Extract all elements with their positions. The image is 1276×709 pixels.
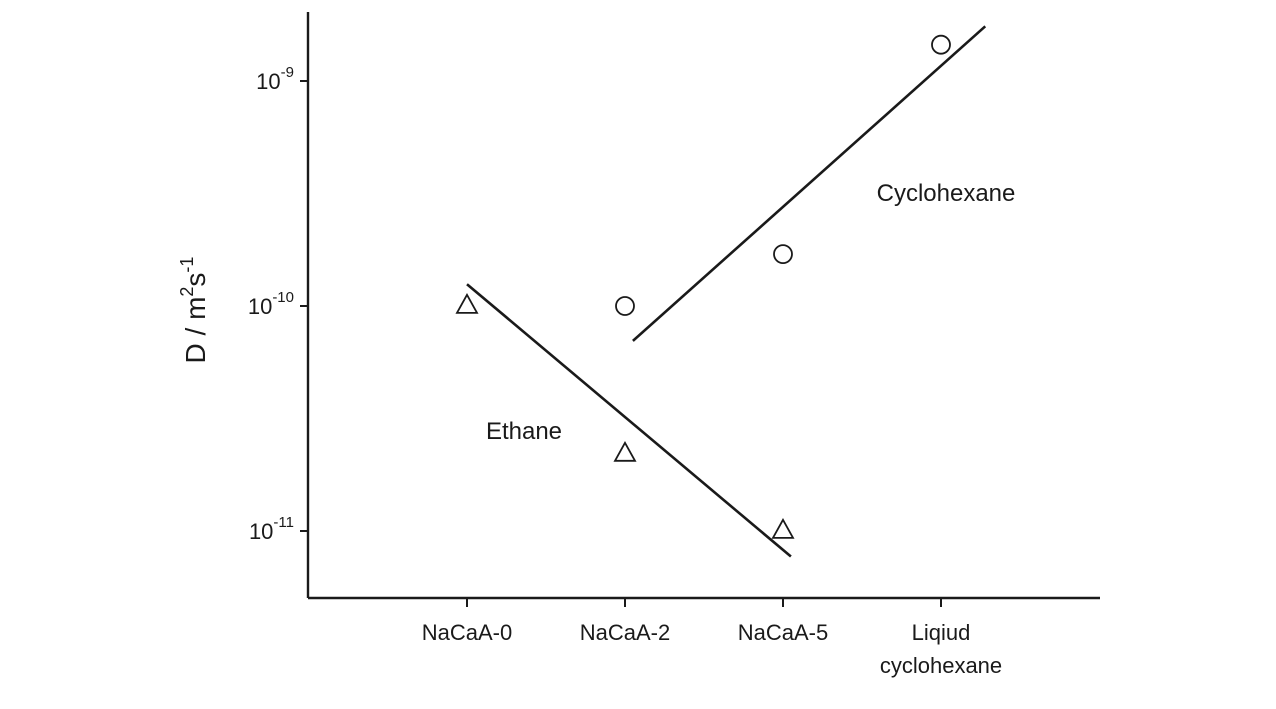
markers — [455, 34, 951, 539]
y-tick-label-2: 10-9 — [256, 64, 294, 94]
x-tick-label-1: NaCaA-2 — [580, 620, 670, 645]
ethane-point-0 — [455, 292, 479, 314]
series-label-cyclohexane: Cyclohexane — [877, 180, 1016, 207]
cyclohexane-point-0 — [615, 296, 635, 316]
y-ticks: 10-11 10-10 10-9 — [248, 64, 308, 544]
x-tick-label-2: NaCaA-5 — [738, 620, 828, 645]
y-tick-label-0: 10-11 — [249, 514, 294, 544]
x-tick-label-3: Liqiud cyclohexane — [880, 620, 1002, 678]
fit-line-cyclohexane — [632, 25, 987, 342]
ethane-point-1 — [613, 440, 637, 462]
series-labels: Ethane Cyclohexane — [486, 180, 1015, 445]
fit-lines — [466, 25, 987, 558]
cyclohexane-point-2 — [931, 34, 951, 55]
y-tick-label-1: 10-10 — [248, 289, 294, 319]
axes — [306, 12, 1100, 600]
series-label-ethane: Ethane — [486, 418, 562, 445]
fit-line-ethane — [466, 283, 792, 558]
ethane-point-2 — [771, 517, 795, 539]
cyclohexane-point-1 — [773, 244, 793, 265]
y-axis-label: D / m2s-1 — [177, 257, 211, 364]
x-ticks: NaCaA-0 NaCaA-2 NaCaA-5 Liqiud cyclohexane — [422, 598, 1002, 678]
x-tick-label-0: NaCaA-0 — [422, 620, 512, 645]
